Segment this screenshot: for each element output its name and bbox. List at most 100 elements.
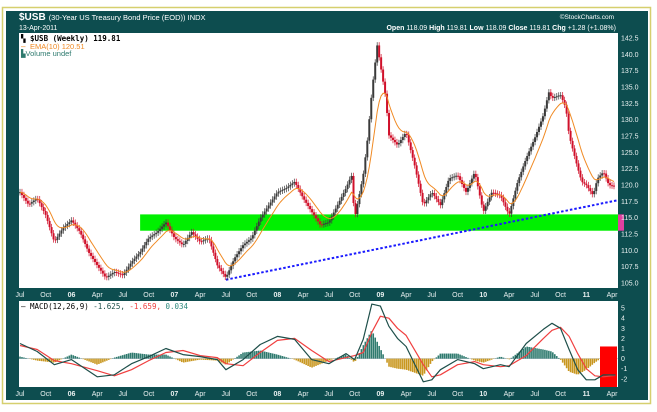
candle-body [115,272,118,274]
candle [530,143,533,155]
macd-histogram-bar [115,356,118,359]
candle-body [415,165,418,175]
candle-body [259,217,262,222]
candle [168,222,171,234]
candle-body [364,157,367,174]
candle [516,179,519,194]
price-y-tick-label: 120.0 [621,182,639,189]
candle-body [101,270,104,274]
macd-highlight-box [600,346,617,387]
candle [607,175,610,187]
macd-histogram-bar [135,353,138,359]
macd-histogram-bar [532,347,534,359]
candle [342,189,345,201]
macd-histogram-bar [477,358,479,362]
ema-line [19,92,615,273]
candle [494,189,497,197]
candle-body [283,188,286,190]
macd-histogram-bar [303,358,305,365]
macd-histogram-bar [244,352,246,359]
candle-body [178,240,181,243]
candle [551,92,554,102]
macd-histogram-bar [305,358,307,366]
macd-histogram-bar [31,358,33,360]
macd-histogram-bar [443,353,446,359]
macd-histogram-bar [50,358,53,363]
candle [571,137,574,152]
candle [486,198,489,210]
macd-histogram-bar [196,358,199,361]
macd-histogram-bar [550,351,552,359]
macd-histogram-bar [96,358,98,365]
macd-histogram-bar [413,358,416,373]
candle-body [62,227,65,231]
candle-body [528,151,531,156]
macd-histogram-bar [409,358,412,372]
candle-body [320,224,323,226]
candle-body [165,222,168,225]
candle [111,269,114,278]
candle [315,212,318,222]
macd-histogram-bar [121,355,124,359]
macd-histogram-bar [123,354,126,359]
candle [157,227,160,237]
macd-histogram-bar [117,356,120,359]
candle-body [188,234,191,238]
x-tick-label: Apr [401,292,413,299]
candle-body [299,188,302,193]
macd-histogram-bar [435,357,438,359]
macd-histogram-bar [224,358,227,365]
candle-body [397,143,400,145]
candle-body [117,272,120,274]
macd-histogram-bar [240,353,242,359]
candle-body [70,220,73,223]
macd-y-tick-label: -2 [621,376,627,383]
candle [518,173,521,187]
candle-body [557,95,560,97]
candle [411,146,414,161]
candle [372,76,375,102]
macd-histogram-bar [358,353,361,359]
macd-histogram-bar [265,352,268,359]
high-value: 119.81 [447,25,468,32]
candle [222,267,225,278]
candle [376,42,379,66]
candle [474,170,477,181]
candle [210,236,213,250]
candle-body [84,239,87,244]
macd-histogram-bar [534,348,536,359]
candle-body [547,92,550,101]
candle [563,96,566,109]
x-tick-label: Oct [40,391,51,398]
macd-histogram-bar [589,358,592,367]
macd-histogram-bar [301,358,303,364]
macd-histogram-bar [565,358,568,369]
candle-body [305,199,308,203]
candle-body [374,62,377,80]
candle-body [180,242,183,245]
candle-body [143,245,146,249]
candle [139,248,142,258]
macd-histogram-bar [350,358,353,360]
macd-histogram-bar [392,358,394,368]
macd-histogram-bar [133,352,136,359]
candle [249,235,252,244]
candle [470,175,473,187]
candle-body [607,178,610,184]
candle-body [492,192,495,194]
macd-histogram-bar [25,357,27,359]
macd-histogram-bar [479,358,481,362]
candle [468,180,471,192]
candle [176,235,179,245]
macd-histogram-bar [295,358,298,361]
candle-body [520,171,523,178]
macd-histogram-bar [327,358,329,362]
macd-histogram-bar [218,358,221,362]
macd-histogram-bar [230,358,232,361]
legend-macd-name: MACD(12,26,9) [30,302,89,311]
macd-histogram-bar [378,345,380,359]
candle-body [111,272,114,275]
candle-body [24,197,27,201]
x-tick-label: Apr [401,391,413,398]
chart-date: 13-Apr-2011 [19,25,58,32]
